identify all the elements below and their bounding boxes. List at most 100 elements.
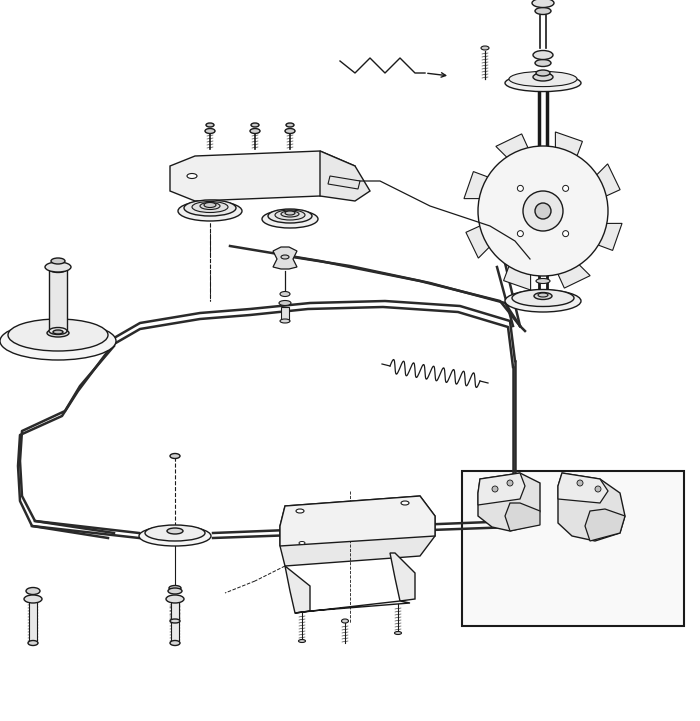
Polygon shape (478, 473, 525, 505)
Ellipse shape (533, 50, 553, 60)
Polygon shape (478, 473, 540, 531)
Ellipse shape (512, 290, 574, 306)
Ellipse shape (535, 7, 551, 14)
Ellipse shape (24, 595, 42, 603)
Ellipse shape (139, 526, 211, 546)
Polygon shape (558, 473, 608, 503)
Ellipse shape (166, 595, 184, 603)
Ellipse shape (342, 619, 349, 623)
Circle shape (507, 480, 513, 486)
Ellipse shape (28, 640, 38, 645)
Ellipse shape (281, 255, 289, 259)
Bar (29, 601, 37, 643)
Polygon shape (273, 247, 297, 269)
Ellipse shape (275, 210, 305, 220)
Ellipse shape (170, 454, 180, 459)
Ellipse shape (170, 619, 180, 623)
Ellipse shape (187, 174, 197, 179)
Ellipse shape (251, 123, 259, 127)
Polygon shape (503, 224, 531, 290)
Ellipse shape (167, 528, 183, 534)
Circle shape (523, 191, 563, 231)
Ellipse shape (169, 585, 181, 590)
Bar (171, 601, 179, 643)
Ellipse shape (178, 201, 242, 221)
Ellipse shape (200, 203, 220, 210)
Ellipse shape (281, 211, 299, 217)
Ellipse shape (535, 60, 551, 66)
Circle shape (535, 203, 551, 219)
Bar (49, 269, 67, 331)
Ellipse shape (280, 291, 290, 296)
Polygon shape (320, 151, 370, 201)
Polygon shape (390, 553, 415, 601)
Ellipse shape (49, 327, 67, 335)
Bar (281, 307, 289, 321)
Ellipse shape (401, 501, 409, 505)
Ellipse shape (8, 319, 108, 351)
Ellipse shape (26, 588, 40, 595)
Ellipse shape (192, 201, 228, 213)
Polygon shape (496, 134, 547, 190)
Ellipse shape (168, 588, 182, 594)
Ellipse shape (505, 74, 581, 92)
Ellipse shape (262, 210, 318, 228)
Ellipse shape (505, 290, 581, 312)
Ellipse shape (534, 293, 552, 299)
Ellipse shape (509, 71, 577, 87)
Ellipse shape (285, 128, 295, 133)
Ellipse shape (0, 322, 116, 360)
Polygon shape (556, 224, 622, 250)
Polygon shape (285, 566, 310, 613)
Ellipse shape (204, 203, 216, 208)
Ellipse shape (206, 123, 214, 127)
Ellipse shape (45, 262, 71, 272)
Ellipse shape (268, 209, 312, 223)
Ellipse shape (279, 301, 291, 306)
Ellipse shape (51, 258, 65, 264)
Circle shape (517, 231, 524, 236)
Circle shape (492, 486, 498, 492)
Ellipse shape (299, 541, 305, 544)
Ellipse shape (250, 128, 260, 133)
Ellipse shape (532, 0, 554, 7)
Ellipse shape (481, 46, 489, 50)
Circle shape (517, 185, 524, 191)
Bar (171, 603, 179, 621)
Ellipse shape (298, 640, 305, 642)
Circle shape (478, 146, 608, 276)
Ellipse shape (184, 200, 236, 216)
Polygon shape (505, 503, 540, 531)
Polygon shape (328, 176, 360, 189)
Circle shape (577, 480, 583, 486)
Ellipse shape (47, 329, 69, 337)
Ellipse shape (296, 509, 304, 513)
Polygon shape (280, 496, 435, 566)
Polygon shape (466, 207, 522, 258)
Ellipse shape (53, 330, 63, 334)
Ellipse shape (170, 640, 180, 645)
Ellipse shape (286, 123, 294, 127)
Ellipse shape (145, 525, 205, 541)
Polygon shape (555, 132, 582, 198)
Ellipse shape (280, 319, 290, 323)
Ellipse shape (538, 293, 548, 297)
Ellipse shape (533, 73, 553, 81)
Circle shape (563, 231, 568, 236)
Ellipse shape (395, 632, 402, 634)
Ellipse shape (49, 265, 67, 273)
Polygon shape (280, 496, 435, 546)
Circle shape (595, 486, 601, 492)
Polygon shape (170, 151, 355, 201)
Circle shape (563, 185, 568, 191)
Polygon shape (585, 509, 625, 541)
Polygon shape (565, 164, 620, 215)
Ellipse shape (536, 278, 550, 283)
Polygon shape (295, 601, 410, 613)
Ellipse shape (170, 596, 180, 600)
Ellipse shape (536, 70, 550, 76)
Ellipse shape (285, 211, 295, 215)
Polygon shape (539, 233, 590, 288)
Polygon shape (558, 473, 625, 541)
Ellipse shape (205, 128, 215, 133)
